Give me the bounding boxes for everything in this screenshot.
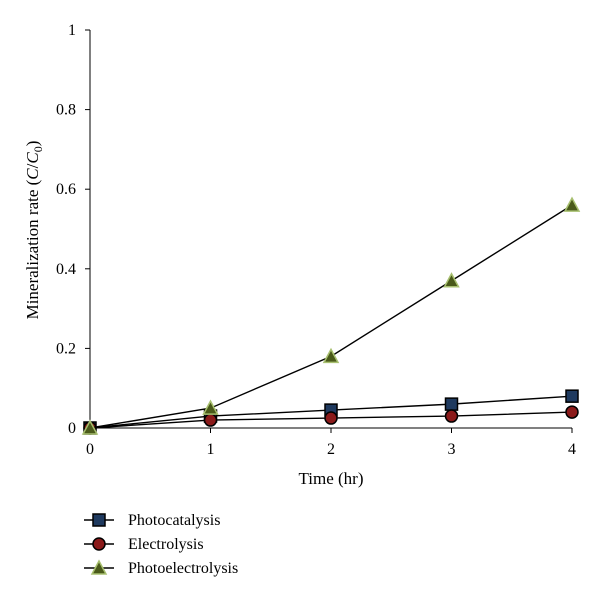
x-axis-title: Time (hr): [298, 469, 363, 488]
data-point-electrolysis: [444, 409, 459, 423]
legend-label-photoelectrolysis: Photoelectrolysis: [128, 560, 238, 577]
axes: 0 0.2 0.4 0.6 0.8 1 0 1 2 3 4: [56, 22, 576, 458]
data-point-photocatalysis: [444, 397, 459, 411]
legend-item-photocatalysis: Photocatalysis: [84, 512, 220, 529]
y-tick-label: 1: [68, 22, 76, 39]
legend: Photocatalysis Electrolysis Photoelectroly…: [84, 512, 238, 577]
y-tick-label: 0.2: [56, 340, 76, 357]
x-tick-label: 0: [86, 441, 94, 458]
series-photoelectrolysis: [81, 196, 581, 435]
data-point-photoelectrolysis: [563, 196, 581, 212]
x-tick-label: 2: [327, 441, 335, 458]
legend-item-photoelectrolysis: Photoelectrolysis: [84, 559, 238, 577]
legend-label-photocatalysis: Photocatalysis: [128, 512, 220, 529]
series-layer: [81, 196, 581, 435]
data-point-photocatalysis: [565, 389, 579, 403]
data-point-photoelectrolysis: [81, 419, 99, 435]
series-line-photoelectrolysis: [89, 204, 573, 429]
data-point-electrolysis: [324, 411, 338, 425]
y-axis-title: Mineralization rate (C/C0): [23, 141, 45, 320]
data-point-photoelectrolysis: [202, 399, 219, 415]
data-point-electrolysis: [203, 413, 218, 427]
x-tick-label: 1: [207, 441, 215, 458]
y-tick-label: 0.4: [56, 261, 76, 278]
legend-item-electrolysis: Electrolysis: [84, 536, 204, 553]
data-point-electrolysis: [565, 405, 579, 419]
data-point-photoelectrolysis: [443, 272, 460, 288]
legend-marker-photoelectrolysis: [90, 559, 108, 575]
legend-marker-electrolysis: [92, 537, 106, 551]
legend-marker-photocatalysis: [92, 513, 106, 527]
legend-label-electrolysis: Electrolysis: [128, 536, 204, 553]
x-tick-label: 4: [568, 441, 576, 458]
data-point-photoelectrolysis: [322, 347, 340, 364]
y-tick-label: 0.8: [56, 102, 76, 119]
y-tick-label: 0.6: [56, 181, 76, 198]
y-tick-label: 0: [68, 420, 76, 437]
x-tick-label: 3: [448, 441, 456, 458]
